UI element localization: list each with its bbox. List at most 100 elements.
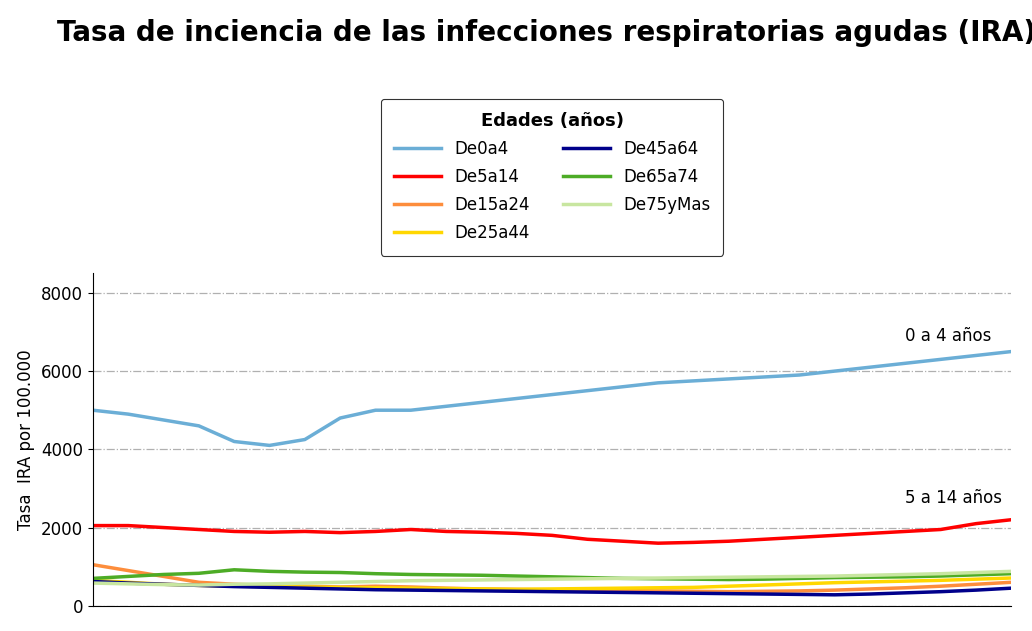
Line: De0a4: De0a4 — [93, 351, 1011, 445]
De65a74 — [581, 574, 593, 581]
Line: De15a24: De15a24 — [93, 565, 1011, 592]
De45a64 — [263, 584, 276, 591]
De15a24 — [1005, 579, 1018, 586]
Legend: De0a4, De5a14, De15a24, De25a44, De45a64, De65a74, De75yMas: De0a4, De5a14, De15a24, De25a44, De45a64… — [381, 99, 723, 256]
De15a24 — [263, 582, 276, 589]
De65a74 — [970, 571, 982, 579]
Line: De65a74: De65a74 — [93, 570, 1011, 579]
De5a14 — [970, 520, 982, 528]
De25a44 — [440, 585, 452, 593]
De15a24 — [476, 585, 488, 593]
De15a24 — [228, 581, 240, 588]
De65a74 — [87, 575, 99, 582]
De15a24 — [546, 586, 558, 594]
De0a4 — [581, 387, 593, 394]
De0a4 — [334, 414, 347, 422]
De65a74 — [794, 575, 806, 582]
De75yMas — [546, 575, 558, 583]
De45a64 — [334, 585, 347, 593]
De0a4 — [511, 395, 523, 403]
De15a24 — [899, 584, 911, 591]
De45a64 — [899, 589, 911, 597]
De75yMas — [193, 581, 205, 589]
De45a64 — [722, 590, 735, 598]
De5a14 — [546, 531, 558, 539]
De0a4 — [546, 391, 558, 398]
De45a64 — [122, 579, 134, 587]
De25a44 — [935, 577, 947, 584]
De75yMas — [440, 577, 452, 584]
De5a14 — [122, 522, 134, 529]
De65a74 — [122, 573, 134, 581]
De45a64 — [935, 588, 947, 596]
De25a44 — [228, 582, 240, 590]
De5a14 — [652, 540, 665, 547]
De75yMas — [228, 581, 240, 588]
De0a4 — [263, 442, 276, 449]
De65a74 — [405, 570, 417, 578]
De15a24 — [794, 587, 806, 594]
De25a44 — [829, 579, 841, 586]
De65a74 — [1005, 570, 1018, 577]
De5a14 — [334, 529, 347, 536]
De75yMas — [757, 573, 770, 581]
De5a14 — [794, 534, 806, 541]
Line: De25a44: De25a44 — [93, 578, 1011, 589]
De0a4 — [970, 351, 982, 359]
De0a4 — [405, 406, 417, 414]
De25a44 — [157, 581, 169, 588]
De5a14 — [722, 538, 735, 545]
Text: 0 a 4 años: 0 a 4 años — [905, 327, 992, 345]
De0a4 — [652, 379, 665, 387]
Y-axis label: Tasa  IRA por 100.000: Tasa IRA por 100.000 — [18, 349, 35, 530]
De45a64 — [298, 584, 311, 592]
De15a24 — [369, 582, 382, 590]
De65a74 — [511, 572, 523, 580]
De75yMas — [722, 574, 735, 581]
De45a64 — [87, 578, 99, 586]
De0a4 — [157, 416, 169, 424]
De45a64 — [228, 583, 240, 591]
De25a44 — [263, 583, 276, 591]
De15a24 — [334, 583, 347, 591]
De75yMas — [369, 578, 382, 586]
De5a14 — [935, 526, 947, 533]
De0a4 — [1005, 348, 1018, 355]
De75yMas — [899, 570, 911, 578]
De65a74 — [263, 567, 276, 575]
De25a44 — [970, 575, 982, 583]
De5a14 — [581, 536, 593, 543]
De75yMas — [935, 570, 947, 577]
Text: 5 a 14 años: 5 a 14 años — [905, 489, 1002, 507]
De65a74 — [864, 574, 876, 581]
De15a24 — [829, 586, 841, 594]
De45a64 — [581, 588, 593, 596]
De0a4 — [228, 438, 240, 445]
De75yMas — [511, 575, 523, 583]
De75yMas — [405, 577, 417, 584]
De5a14 — [687, 539, 700, 546]
De25a44 — [193, 582, 205, 589]
De15a24 — [722, 588, 735, 596]
De0a4 — [899, 360, 911, 367]
De75yMas — [829, 572, 841, 580]
De45a64 — [1005, 584, 1018, 592]
De25a44 — [334, 584, 347, 591]
De5a14 — [263, 528, 276, 536]
De65a74 — [935, 572, 947, 580]
De5a14 — [405, 526, 417, 533]
De75yMas — [476, 576, 488, 584]
De75yMas — [298, 579, 311, 587]
De25a44 — [722, 582, 735, 590]
De65a74 — [616, 575, 628, 582]
De5a14 — [757, 536, 770, 543]
De15a24 — [405, 583, 417, 591]
De75yMas — [794, 573, 806, 581]
De15a24 — [440, 584, 452, 592]
De65a74 — [829, 574, 841, 581]
De15a24 — [970, 581, 982, 588]
De65a74 — [334, 569, 347, 576]
De15a24 — [122, 567, 134, 574]
De25a44 — [864, 578, 876, 586]
De45a64 — [829, 591, 841, 599]
